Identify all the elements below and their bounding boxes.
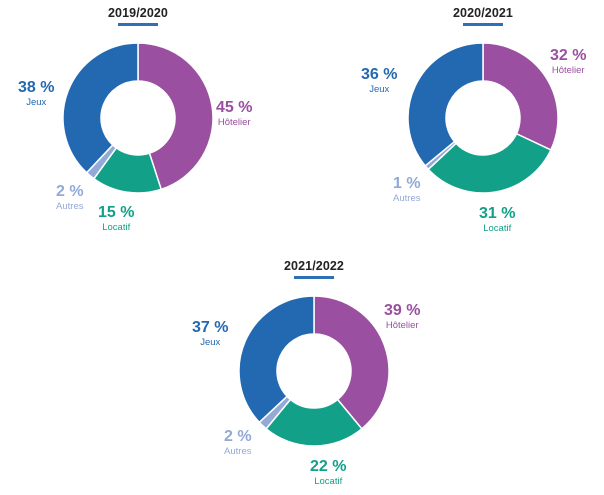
slice-hotelier (137, 42, 214, 191)
value-label: 15 % (98, 204, 135, 221)
title-underline (118, 23, 158, 26)
slice-jeux (407, 42, 484, 167)
value-label: 22 % (310, 458, 347, 475)
slice-jeux (62, 42, 139, 174)
value-label: 45 % (216, 99, 253, 116)
slice-label-hotelier: 39 % Hôtelier (384, 303, 420, 331)
slice-label-jeux: 38 % Jeux (18, 80, 54, 108)
value-label: 38 % (18, 79, 55, 96)
category-label: Locatif (314, 476, 343, 487)
donut-panel-2021-2022: 2021/2022 39 % Hôtelier 22 % Locatif 2 %… (192, 253, 420, 486)
slice-hotelier (482, 42, 559, 151)
slice-label-autres: 2 % Autres (224, 429, 252, 457)
category-label: Autres (393, 193, 421, 204)
title-underline (294, 276, 334, 279)
category-label: Jeux (200, 337, 221, 348)
slice-label-jeux: 36 % Jeux (361, 67, 397, 95)
slice-label-autres: 1 % Autres (393, 176, 421, 204)
category-label: Jeux (26, 97, 47, 108)
value-label: 36 % (361, 66, 398, 83)
slice-jeux (238, 295, 315, 424)
donut-chart (407, 42, 559, 194)
category-label: Jeux (369, 84, 390, 95)
category-label: Autres (56, 201, 84, 212)
donut-chart (238, 295, 390, 447)
category-label: Hôtelier (551, 65, 585, 76)
value-label: 2 % (224, 428, 252, 445)
chart-title: 2020/2021 (453, 6, 513, 20)
category-label: Locatif (102, 222, 131, 233)
slice-label-locatif: 15 % Locatif (98, 205, 134, 233)
slice-label-jeux: 37 % Jeux (192, 320, 228, 348)
value-label: 37 % (192, 319, 229, 336)
chart-title: 2021/2022 (284, 259, 344, 273)
slice-label-autres: 2 % Autres (56, 184, 84, 212)
chart-title: 2019/2020 (108, 6, 168, 20)
value-label: 31 % (479, 205, 516, 222)
donut-panel-2020-2021: 2020/2021 32 % Hôtelier 31 % Locatif 1 %… (361, 0, 586, 233)
category-label: Locatif (483, 223, 512, 234)
slice-hotelier (313, 295, 390, 430)
value-label: 2 % (56, 183, 84, 200)
slice-label-locatif: 22 % Locatif (310, 459, 346, 487)
slice-label-hotelier: 45 % Hôtelier (216, 100, 252, 128)
title-underline (463, 23, 503, 26)
category-label: Hôtelier (217, 117, 251, 128)
slice-label-locatif: 31 % Locatif (479, 206, 515, 234)
category-label: Hôtelier (385, 320, 419, 331)
value-label: 39 % (384, 302, 421, 319)
category-label: Autres (224, 446, 252, 457)
donut-panel-2019-2020: 2019/2020 45 % Hôtelier 15 % Locatif 2 %… (18, 0, 252, 233)
value-label: 32 % (550, 47, 587, 64)
slice-label-hotelier: 32 % Hôtelier (550, 48, 586, 76)
donut-chart (62, 42, 214, 194)
slice-locatif (427, 132, 552, 194)
value-label: 1 % (393, 175, 421, 192)
